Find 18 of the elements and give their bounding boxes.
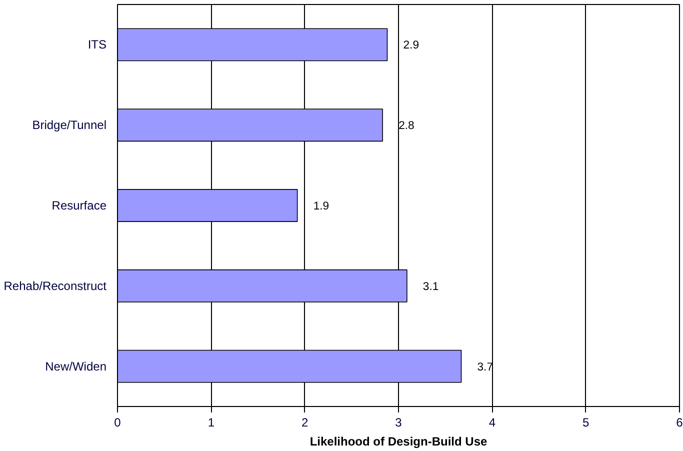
y-tick-label: Rehab/Reconstruct (4, 278, 108, 293)
x-axis-title: Likelihood of Design-Build Use (310, 434, 488, 448)
data-label: 2.8 (398, 120, 414, 132)
y-tick-label: Bridge/Tunnel (32, 118, 107, 132)
x-tick-label: 4 (488, 416, 496, 430)
x-tick-label: 3 (395, 416, 402, 430)
x-tick-label: 0 (114, 416, 122, 430)
x-tick-label: 5 (582, 416, 590, 430)
data-label: 1.9 (313, 200, 330, 212)
data-label: 3.7 (477, 361, 494, 374)
y-tick-label: Resurface (52, 198, 107, 212)
x-tick-label: 1 (208, 416, 215, 430)
x-tick-label: 2 (301, 416, 308, 430)
y-tick-label: New/Widen (45, 359, 107, 374)
y-tick-label: ITS (88, 38, 107, 52)
data-label: 2.9 (403, 40, 420, 52)
data-label: 3.1 (422, 280, 439, 293)
x-tick-label: 6 (676, 416, 683, 430)
